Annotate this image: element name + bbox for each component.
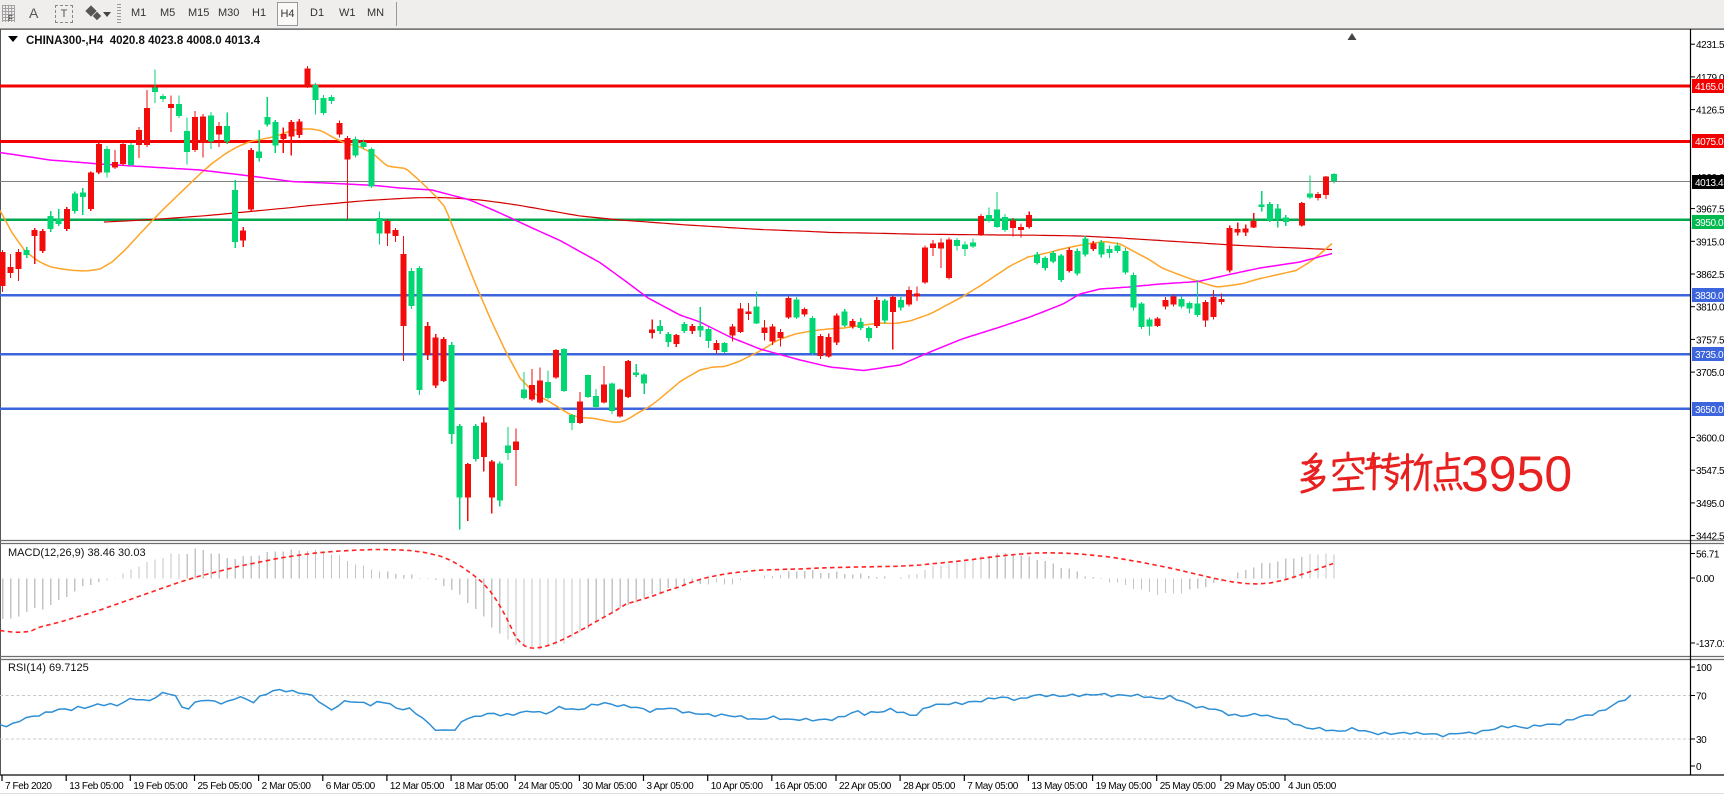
svg-text:22 Apr 05:00: 22 Apr 05:00 xyxy=(839,781,892,792)
svg-text:3547.5: 3547.5 xyxy=(1696,466,1724,477)
svg-text:18 Mar 05:00: 18 Mar 05:00 xyxy=(454,781,509,792)
svg-text:56.71: 56.71 xyxy=(1696,550,1720,561)
svg-text:16 Apr 05:00: 16 Apr 05:00 xyxy=(775,781,828,792)
svg-text:3600.0: 3600.0 xyxy=(1696,434,1724,445)
svg-text:19 Feb 05:00: 19 Feb 05:00 xyxy=(133,781,188,792)
svg-text:13 Feb 05:00: 13 Feb 05:00 xyxy=(69,781,124,792)
svg-text:3862.5: 3862.5 xyxy=(1696,270,1724,281)
svg-text:4013.4: 4013.4 xyxy=(1695,178,1724,189)
svg-text:10 Apr 05:00: 10 Apr 05:00 xyxy=(711,781,764,792)
svg-text:6 Mar 05:00: 6 Mar 05:00 xyxy=(326,781,376,792)
svg-text:CHINA300-,H4 4020.8 4023.8 40: CHINA300-,H4 4020.8 4023.8 4008.0 4013.4 xyxy=(26,35,261,47)
svg-text:28 Apr 05:00: 28 Apr 05:00 xyxy=(903,781,956,792)
svg-text:70: 70 xyxy=(1696,692,1707,703)
svg-text:19 May 05:00: 19 May 05:00 xyxy=(1096,781,1153,792)
svg-text:4 Jun 05:00: 4 Jun 05:00 xyxy=(1288,781,1337,792)
svg-text:-137.01: -137.01 xyxy=(1696,639,1724,650)
svg-text:4165.0: 4165.0 xyxy=(1695,82,1724,93)
svg-text:12 Mar 05:00: 12 Mar 05:00 xyxy=(390,781,445,792)
svg-text:0.00: 0.00 xyxy=(1696,574,1715,585)
svg-text:3442.5: 3442.5 xyxy=(1696,532,1724,543)
svg-text:13 May 05:00: 13 May 05:00 xyxy=(1031,781,1088,792)
svg-text:3950.0: 3950.0 xyxy=(1695,218,1724,229)
svg-text:3757.5: 3757.5 xyxy=(1696,335,1724,346)
svg-text:3705.0: 3705.0 xyxy=(1696,368,1724,379)
svg-text:4231.5: 4231.5 xyxy=(1696,40,1724,51)
svg-text:3810.0: 3810.0 xyxy=(1696,303,1724,314)
svg-text:RSI(14) 69.7125: RSI(14) 69.7125 xyxy=(8,662,89,674)
svg-text:3495.0: 3495.0 xyxy=(1696,499,1724,510)
svg-text:0: 0 xyxy=(1696,762,1702,773)
svg-text:30: 30 xyxy=(1696,735,1707,746)
svg-text:3967.5: 3967.5 xyxy=(1696,205,1724,216)
svg-text:3915.0: 3915.0 xyxy=(1696,237,1724,248)
svg-text:2 Mar 05:00: 2 Mar 05:00 xyxy=(262,781,312,792)
svg-text:MACD(12,26,9) 38.46 30.03: MACD(12,26,9) 38.46 30.03 xyxy=(8,547,146,559)
svg-text:25 Feb 05:00: 25 Feb 05:00 xyxy=(198,781,253,792)
svg-text:24 Mar 05:00: 24 Mar 05:00 xyxy=(518,781,573,792)
svg-text:4075.0: 4075.0 xyxy=(1695,137,1724,148)
svg-text:3830.0: 3830.0 xyxy=(1695,291,1724,302)
svg-text:3650.0: 3650.0 xyxy=(1695,405,1724,416)
svg-text:3950: 3950 xyxy=(1461,446,1572,502)
svg-text:7 May 05:00: 7 May 05:00 xyxy=(967,781,1018,792)
svg-text:4179.0: 4179.0 xyxy=(1696,73,1724,84)
svg-text:4126.5: 4126.5 xyxy=(1696,106,1724,117)
svg-text:30 Mar 05:00: 30 Mar 05:00 xyxy=(582,781,637,792)
svg-text:3 Apr 05:00: 3 Apr 05:00 xyxy=(647,781,695,792)
svg-text:29 May 05:00: 29 May 05:00 xyxy=(1224,781,1281,792)
svg-text:25 May 05:00: 25 May 05:00 xyxy=(1160,781,1217,792)
svg-text:100: 100 xyxy=(1696,663,1712,674)
svg-text:7 Feb 2020: 7 Feb 2020 xyxy=(5,781,52,792)
svg-text:3735.0: 3735.0 xyxy=(1695,350,1724,361)
